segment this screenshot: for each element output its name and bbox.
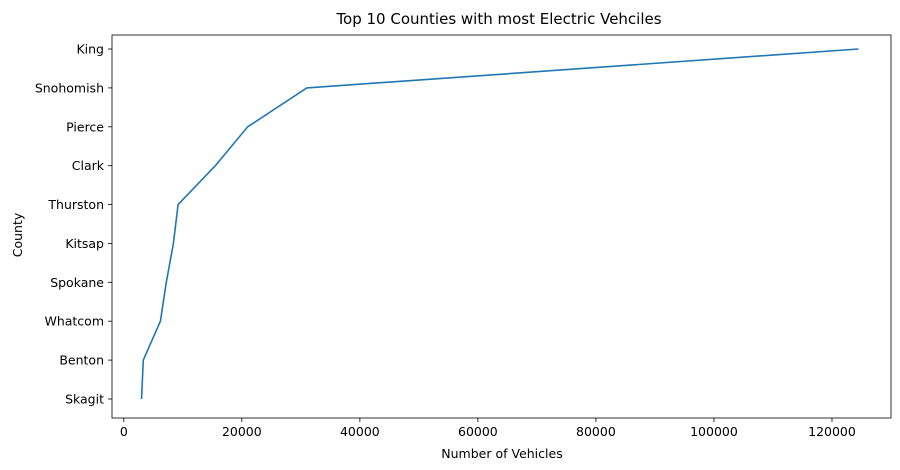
y-tick-label: Whatcom: [44, 314, 104, 329]
x-tick-label: 60000: [458, 424, 498, 439]
y-tick-label: Spokane: [50, 275, 104, 290]
x-tick-label: 40000: [340, 424, 380, 439]
y-axis: Skagit Benton Whatcom Spokane Kitsap Thurston…: [35, 42, 112, 407]
x-tick-label: 120000: [808, 424, 856, 439]
y-axis-label: County: [10, 212, 25, 257]
series-line: [140, 48, 859, 400]
x-tick-label: 80000: [576, 424, 616, 439]
x-tick-label: 20000: [222, 424, 262, 439]
x-axis: 0 20000 40000 60000 80000 100000 120000: [120, 418, 856, 439]
y-tick-label: Kitsap: [65, 236, 104, 251]
plot-frame: [111, 34, 892, 419]
y-tick-label: Snohomish: [35, 80, 104, 95]
y-tick-label: Clark: [72, 158, 105, 173]
y-tick-label: Benton: [59, 353, 104, 368]
x-axis-label: Number of Vehicles: [441, 446, 562, 461]
y-tick-label: King: [76, 42, 104, 57]
y-tick-label: Pierce: [66, 119, 104, 134]
chart-title: Top 10 Counties with most Electric Vehci…: [335, 10, 661, 28]
y-tick-label: Skagit: [65, 392, 104, 407]
x-tick-label: 100000: [690, 424, 738, 439]
x-tick-label: 0: [120, 424, 128, 439]
plot-area: [111, 34, 892, 419]
y-tick-label: Thurston: [47, 197, 104, 212]
